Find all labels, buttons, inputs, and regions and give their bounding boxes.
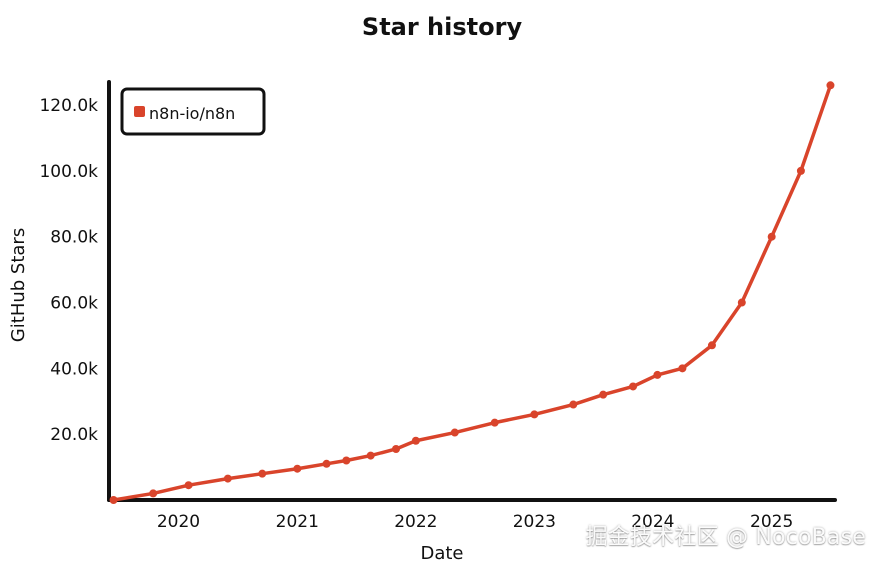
- y-tick-label: 20.0k: [50, 425, 98, 445]
- data-point: [366, 451, 375, 460]
- x-tick-group: 2020 2021 2022 2023 2024 2025: [157, 512, 793, 532]
- data-point: [490, 418, 499, 427]
- data-point: [258, 469, 267, 478]
- data-point: [223, 474, 232, 483]
- x-tick-label: 2021: [276, 512, 319, 532]
- data-point: [678, 364, 687, 373]
- data-point: [342, 456, 351, 465]
- series-group: [109, 81, 835, 504]
- data-point: [767, 232, 776, 241]
- x-tick-label: 2022: [394, 512, 437, 532]
- legend: n8n-io/n8n: [120, 87, 266, 136]
- data-point: [629, 382, 638, 391]
- y-tick-label: 40.0k: [50, 359, 98, 379]
- x-axis-label: Date: [420, 543, 463, 564]
- y-tick-label: 80.0k: [50, 228, 98, 248]
- y-tick-label: 120.0k: [39, 96, 98, 116]
- data-point: [653, 370, 662, 379]
- data-point: [569, 400, 578, 409]
- data-point: [796, 166, 805, 175]
- y-tick-label: 60.0k: [50, 294, 98, 314]
- data-point: [184, 481, 193, 490]
- data-point: [149, 489, 158, 498]
- legend-box: [120, 87, 266, 136]
- data-point: [737, 298, 746, 307]
- x-tick-label: 2025: [750, 512, 793, 532]
- data-point: [322, 459, 331, 468]
- data-point: [109, 496, 118, 504]
- series-line: [111, 83, 833, 502]
- x-tick-label: 2024: [631, 512, 674, 532]
- data-point: [599, 390, 608, 399]
- legend-series-label: n8n-io/n8n: [149, 104, 235, 123]
- x-tick-label: 2023: [513, 512, 556, 532]
- chart-title: Star history: [362, 13, 523, 41]
- data-point: [411, 436, 420, 445]
- y-tick-label: 100.0k: [39, 162, 98, 182]
- data-point: [293, 464, 302, 473]
- data-point: [707, 341, 716, 350]
- legend-swatch: [134, 106, 145, 117]
- data-point: [530, 410, 539, 419]
- y-axis-label: GitHub Stars: [8, 228, 29, 342]
- y-tick-group: 20.0k 40.0k 60.0k 80.0k 100.0k 120.0k: [39, 96, 98, 445]
- x-tick-label: 2020: [157, 512, 200, 532]
- data-point: [450, 428, 459, 437]
- data-point: [392, 444, 401, 453]
- data-point: [826, 81, 835, 90]
